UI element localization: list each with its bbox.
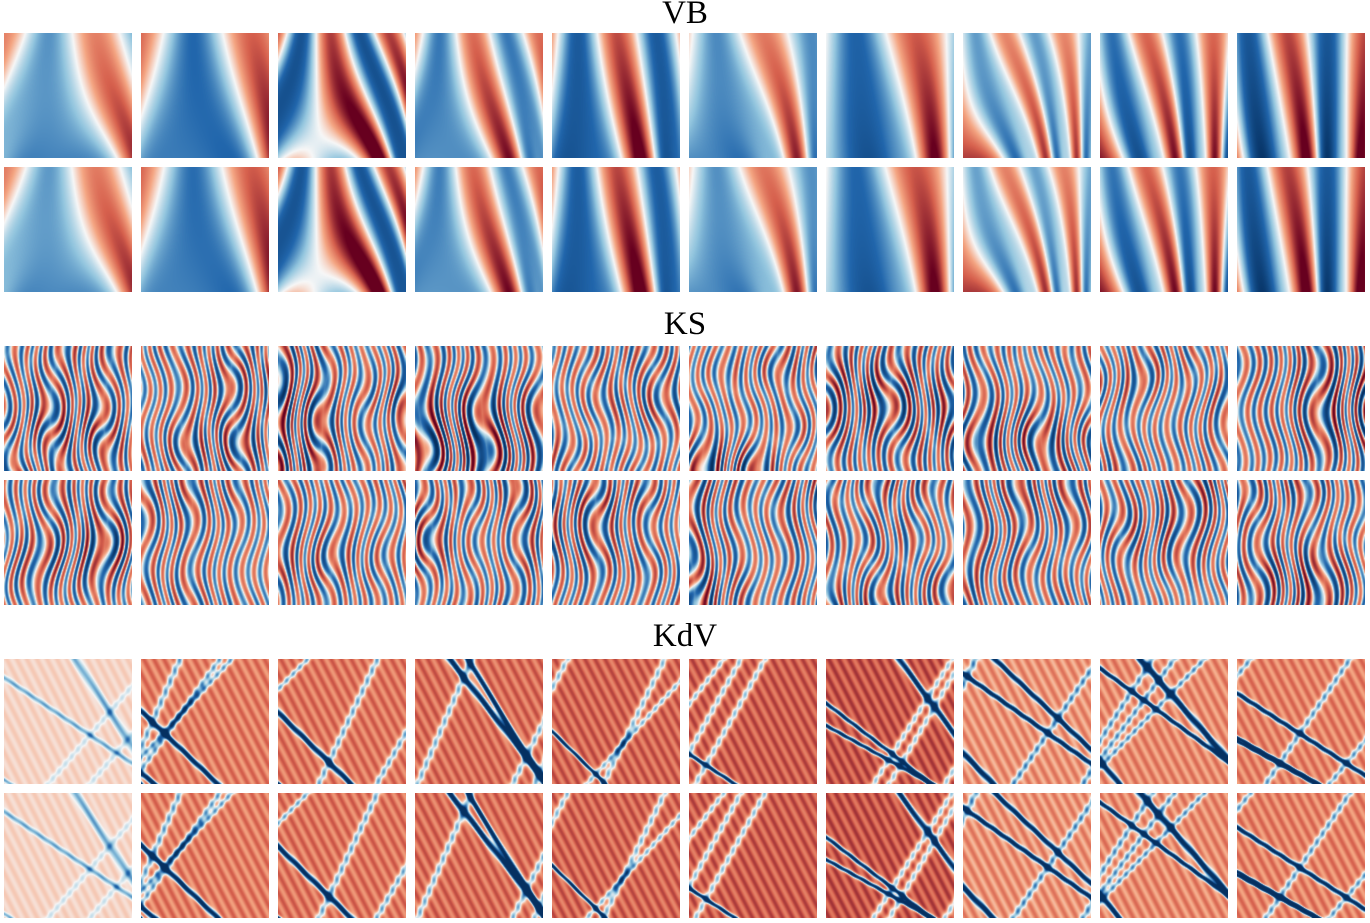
sample-image-vb-r2-c3 xyxy=(278,167,406,292)
sample-image-ks-r2-c4 xyxy=(415,480,543,605)
sample-image-ks-r2-c3 xyxy=(278,480,406,605)
sample-image-ks-r1-c8 xyxy=(963,346,1091,471)
sample-image-kdv-r2-c2 xyxy=(141,793,269,918)
sample-image-kdv-r2-c3 xyxy=(278,793,406,918)
sample-image-ks-r2-c6 xyxy=(689,480,817,605)
sample-image-vb-r2-c1 xyxy=(4,167,132,292)
sample-image-vb-r1-c1 xyxy=(4,33,132,158)
sample-image-ks-r2-c8 xyxy=(963,480,1091,605)
sample-image-vb-r1-c3 xyxy=(278,33,406,158)
sample-image-kdv-r1-c6 xyxy=(689,659,817,784)
sample-image-vb-r2-c8 xyxy=(963,167,1091,292)
sample-image-kdv-r2-c4 xyxy=(415,793,543,918)
sample-image-ks-r1-c4 xyxy=(415,346,543,471)
sample-image-ks-r1-c7 xyxy=(826,346,954,471)
sample-image-kdv-r1-c10 xyxy=(1237,659,1365,784)
sample-image-ks-r1-c10 xyxy=(1237,346,1365,471)
sample-image-vb-r2-c2 xyxy=(141,167,269,292)
sample-image-kdv-r2-c9 xyxy=(1100,793,1228,918)
sample-image-kdv-r1-c5 xyxy=(552,659,680,784)
sample-image-ks-r1-c1 xyxy=(4,346,132,471)
sample-image-ks-r2-c2 xyxy=(141,480,269,605)
sample-image-kdv-r2-c5 xyxy=(552,793,680,918)
sample-image-kdv-r1-c4 xyxy=(415,659,543,784)
sample-image-vb-r2-c6 xyxy=(689,167,817,292)
sample-image-ks-r2-c10 xyxy=(1237,480,1365,605)
sample-image-vb-r2-c9 xyxy=(1100,167,1228,292)
sample-image-vb-r2-c10 xyxy=(1237,167,1365,292)
sample-image-kdv-r1-c7 xyxy=(826,659,954,784)
sample-image-kdv-r1-c9 xyxy=(1100,659,1228,784)
sample-image-ks-r2-c5 xyxy=(552,480,680,605)
sample-image-ks-r1-c5 xyxy=(552,346,680,471)
sample-image-vb-r1-c10 xyxy=(1237,33,1365,158)
sample-image-ks-r1-c9 xyxy=(1100,346,1228,471)
sample-image-vb-r1-c5 xyxy=(552,33,680,158)
sample-image-kdv-r2-c1 xyxy=(4,793,132,918)
sample-image-kdv-r2-c6 xyxy=(689,793,817,918)
sample-image-vb-r1-c4 xyxy=(415,33,543,158)
sample-image-vb-r1-c9 xyxy=(1100,33,1228,158)
sample-image-kdv-r2-c8 xyxy=(963,793,1091,918)
sample-image-kdv-r1-c8 xyxy=(963,659,1091,784)
sample-image-kdv-r1-c3 xyxy=(278,659,406,784)
sample-image-kdv-r1-c1 xyxy=(4,659,132,784)
panel-title-ks: KS xyxy=(663,306,707,342)
sample-image-ks-r2-c1 xyxy=(4,480,132,605)
sample-image-vb-r1-c6 xyxy=(689,33,817,158)
sample-image-kdv-r1-c2 xyxy=(141,659,269,784)
sample-image-kdv-r2-c7 xyxy=(826,793,954,918)
sample-image-vb-r1-c8 xyxy=(963,33,1091,158)
sample-image-kdv-r2-c10 xyxy=(1237,793,1365,918)
sample-image-vb-r1-c7 xyxy=(826,33,954,158)
sample-image-vb-r1-c2 xyxy=(141,33,269,158)
sample-image-ks-r2-c7 xyxy=(826,480,954,605)
sample-image-vb-r2-c4 xyxy=(415,167,543,292)
panel-title-vb: VB xyxy=(662,0,708,31)
sample-image-ks-r2-c9 xyxy=(1100,480,1228,605)
panel-title-kdv: KdV xyxy=(652,618,718,654)
sample-image-vb-r2-c5 xyxy=(552,167,680,292)
sample-image-vb-r2-c7 xyxy=(826,167,954,292)
sample-image-ks-r1-c2 xyxy=(141,346,269,471)
sample-image-ks-r1-c3 xyxy=(278,346,406,471)
sample-image-ks-r1-c6 xyxy=(689,346,817,471)
